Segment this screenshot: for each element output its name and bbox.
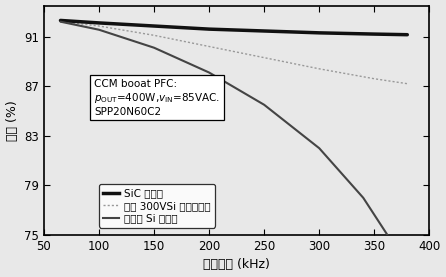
Legend: SiC 二极管, 两个 300VSi 二极管串联, 超快速 Si 二极管: SiC 二极管, 两个 300VSi 二极管串联, 超快速 Si 二极管 [99, 184, 215, 227]
X-axis label: 开关频率 (kHz): 开关频率 (kHz) [203, 258, 270, 271]
Text: CCM booat PFC:
$p_{{\rm OUT}}$=400W,$v_{{\rm IN}}$=85VAC.
SPP20N60C2: CCM booat PFC: $p_{{\rm OUT}}$=400W,$v_{… [94, 79, 220, 117]
Y-axis label: 效率 (%): 效率 (%) [5, 100, 19, 141]
